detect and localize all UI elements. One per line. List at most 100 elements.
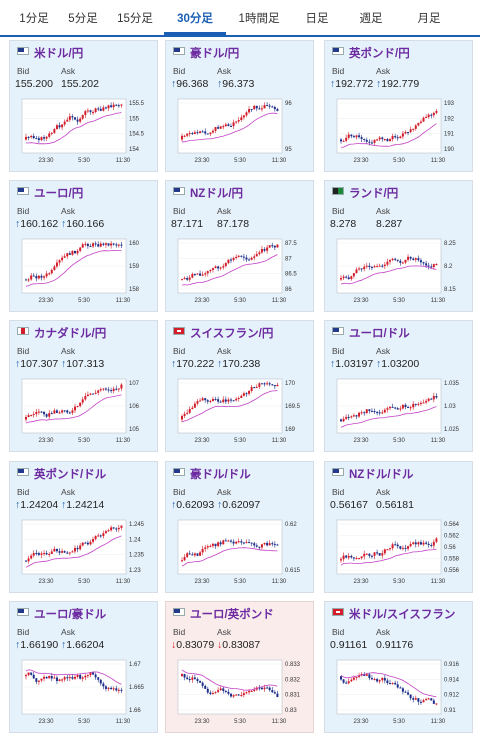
candle	[373, 552, 376, 556]
rate-card[interactable]: NZドル/ドル Bid Ask 0.56167 0.56181 0.564 0.562 0.5…	[324, 461, 473, 593]
tab-timeframe[interactable]: 30分足	[164, 0, 226, 35]
candle	[86, 110, 89, 112]
candle	[250, 387, 253, 391]
candlestick-chart[interactable]: 170 169.5 169 23:30 5:30 11:30	[170, 373, 310, 451]
tab-timeframe[interactable]: 5分足	[68, 13, 98, 25]
ask-value: ↑160.166	[61, 218, 104, 230]
candle	[266, 687, 269, 689]
pair-link[interactable]: 豪ドル/円	[190, 48, 240, 60]
tab-timeframe[interactable]: 1時間足	[238, 13, 280, 25]
candle	[89, 110, 92, 113]
candle	[86, 394, 89, 397]
pair-link[interactable]: スイスフラン/円	[190, 328, 274, 340]
candlestick-chart[interactable]: 0.564 0.562 0.56 0.558 0.556 23:30 5:30 11:30	[329, 514, 469, 592]
tab-timeframe[interactable]: 月足	[417, 13, 441, 25]
rate-card[interactable]: ユーロ/豪ドル Bid Ask ↑1.66190 ↑1.66204 1.67 1.665 1.…	[9, 601, 158, 733]
candle	[117, 388, 120, 390]
pair-link[interactable]: ランド/円	[349, 188, 399, 200]
rate-card[interactable]: 英ポンド/円 Bid Ask ↑192.772 ↑192.779 193 192 191 190…	[324, 40, 473, 172]
bid-value: 8.278	[330, 218, 356, 230]
plot-area	[177, 98, 283, 154]
pair-link[interactable]: NZドル/ドル	[349, 469, 414, 481]
candlestick-chart[interactable]: 160 159 158 23:30 5:30 11:30	[14, 233, 154, 311]
tab-timeframe[interactable]: 週足	[359, 13, 383, 25]
pair-link[interactable]: NZドル/円	[190, 188, 244, 200]
bid-value: ↑160.162	[15, 218, 58, 230]
candlestick-chart[interactable]: 87.5 87 86.5 86 23:30 5:30 11:30	[170, 233, 310, 311]
candle	[191, 554, 194, 556]
y-tick-label: 155	[129, 116, 140, 122]
pair-link[interactable]: ユーロ/豪ドル	[34, 609, 107, 621]
candle	[237, 255, 240, 257]
candle	[430, 398, 433, 400]
arrow-up-icon: ↑	[15, 499, 21, 511]
candlestick-chart[interactable]: 1.245 1.24 1.235 1.23 23:30 5:30 11:30	[14, 514, 154, 592]
pair-link[interactable]: 米ドル/スイスフラン	[349, 609, 456, 621]
candle	[120, 525, 123, 528]
candle	[117, 105, 120, 107]
candlestick-chart[interactable]: 1.67 1.665 1.66 23:30 5:30 11:30	[14, 654, 154, 732]
candle	[61, 551, 64, 553]
candlestick-chart[interactable]: 8.25 8.2 8.15 23:30 5:30 11:30	[329, 233, 469, 311]
y-tick-label: 191	[444, 132, 455, 138]
candle	[368, 141, 371, 143]
flag-icon	[332, 47, 344, 55]
pair-link[interactable]: ユーロ/英ポンド	[190, 609, 274, 621]
pair-link[interactable]: 英ポンド/ドル	[34, 469, 107, 481]
y-tick-label: 0.91	[444, 708, 456, 714]
candle	[399, 546, 402, 549]
rate-card[interactable]: 米ドル/スイスフラン Bid Ask 0.91161 0.91176 0.916 0.914…	[324, 601, 473, 733]
candle	[273, 106, 276, 110]
candle	[201, 398, 204, 401]
rate-card[interactable]: ユーロ/英ポンド Bid Ask ↓0.83079 ↓0.83087 0.833 0.832…	[165, 601, 314, 733]
candle	[417, 403, 420, 405]
arrow-up-icon: ↑	[61, 218, 67, 230]
rate-card[interactable]: ユーロ/ドル Bid Ask ↑1.03197 ↑1.03200 1.035 1.03 1.0…	[324, 320, 473, 452]
rate-card[interactable]: 英ポンド/ドル Bid Ask ↑1.24204 ↑1.24214 1.245 1.24 1.…	[9, 461, 158, 593]
x-tick-label: 23:30	[194, 579, 210, 585]
rate-card[interactable]: 豪ドル/ドル Bid Ask ↑0.62093 ↑0.62097 0.62 0.615 23:…	[165, 461, 314, 593]
tab-timeframe[interactable]: 日足	[305, 13, 329, 25]
tab-timeframe[interactable]: 15分足	[117, 13, 153, 25]
candle	[360, 137, 363, 139]
candlestick-chart[interactable]: 0.62 0.615 23:30 5:30 11:30	[170, 514, 310, 592]
pair-link[interactable]: ユーロ/ドル	[349, 328, 410, 340]
candle	[97, 108, 100, 110]
rate-card[interactable]: カナダドル/円 Bid Ask ↑107.307 ↑107.313 107 106 105 23…	[9, 320, 158, 452]
pair-link[interactable]: 豪ドル/ドル	[190, 469, 251, 481]
pair-link[interactable]: カナダドル/円	[34, 328, 107, 340]
candle	[394, 136, 397, 138]
candlestick-chart[interactable]: 0.916 0.914 0.912 0.91 23:30 5:30 11:30	[329, 654, 469, 732]
ask-value: 87.178	[217, 218, 249, 230]
tab-timeframe[interactable]: 1分足	[19, 13, 49, 25]
rate-card[interactable]: 米ドル/円 Bid Ask 155.200 155.202 155.5 155 154.5 15…	[9, 40, 158, 172]
pair-link[interactable]: ユーロ/円	[34, 188, 84, 200]
rate-card[interactable]: ユーロ/円 Bid Ask ↑160.162 ↑160.166 160 159 158 23:3…	[9, 180, 158, 312]
candle	[378, 265, 381, 267]
candlestick-chart[interactable]: 96 95 23:30 5:30 11:30	[170, 93, 310, 171]
candlestick-chart[interactable]: 107 106 105 23:30 5:30 11:30	[14, 373, 154, 451]
currency-grid: 米ドル/円 Bid Ask 155.200 155.202 155.5 155 154.5 15…	[9, 40, 473, 735]
candle	[430, 544, 433, 546]
rate-card[interactable]: NZドル/円 Bid Ask 87.171 87.178 87.5 87 86.5 86 23:3…	[165, 180, 314, 312]
pair-link[interactable]: 英ポンド/円	[349, 48, 410, 60]
rate-card[interactable]: 豪ドル/円 Bid Ask ↑96.368 ↑96.373 96 95 23:30 5:30 11…	[165, 40, 314, 172]
candle	[107, 389, 110, 391]
rate-card[interactable]: スイスフラン/円 Bid Ask ↑170.222 ↑170.238 170 169.5 16…	[165, 320, 314, 452]
candle	[373, 266, 376, 268]
moving-average-line	[25, 112, 122, 145]
candle	[35, 678, 38, 682]
candle	[81, 399, 84, 403]
candle	[381, 677, 384, 681]
candle	[66, 253, 69, 257]
candle	[104, 243, 107, 245]
candlestick-chart[interactable]: 1.035 1.03 1.025 23:30 5:30 11:30	[329, 373, 469, 451]
candlestick-chart[interactable]: 193 192 191 190 23:30 5:30 11:30	[329, 93, 469, 171]
candlestick-chart[interactable]: 155.5 155 154.5 154 23:30 5:30 11:30	[14, 93, 154, 171]
candlestick-chart[interactable]: 0.833 0.832 0.831 0.83 23:30 5:30 11:30	[170, 654, 310, 732]
pair-link[interactable]: 米ドル/円	[34, 48, 84, 60]
rate-card[interactable]: ランド/円 Bid Ask 8.278 8.287 8.25 8.2 8.15 23:30 5:3…	[324, 180, 473, 312]
candle	[224, 262, 227, 267]
candle	[352, 415, 355, 417]
arrow-up-icon: ↑	[217, 358, 223, 370]
